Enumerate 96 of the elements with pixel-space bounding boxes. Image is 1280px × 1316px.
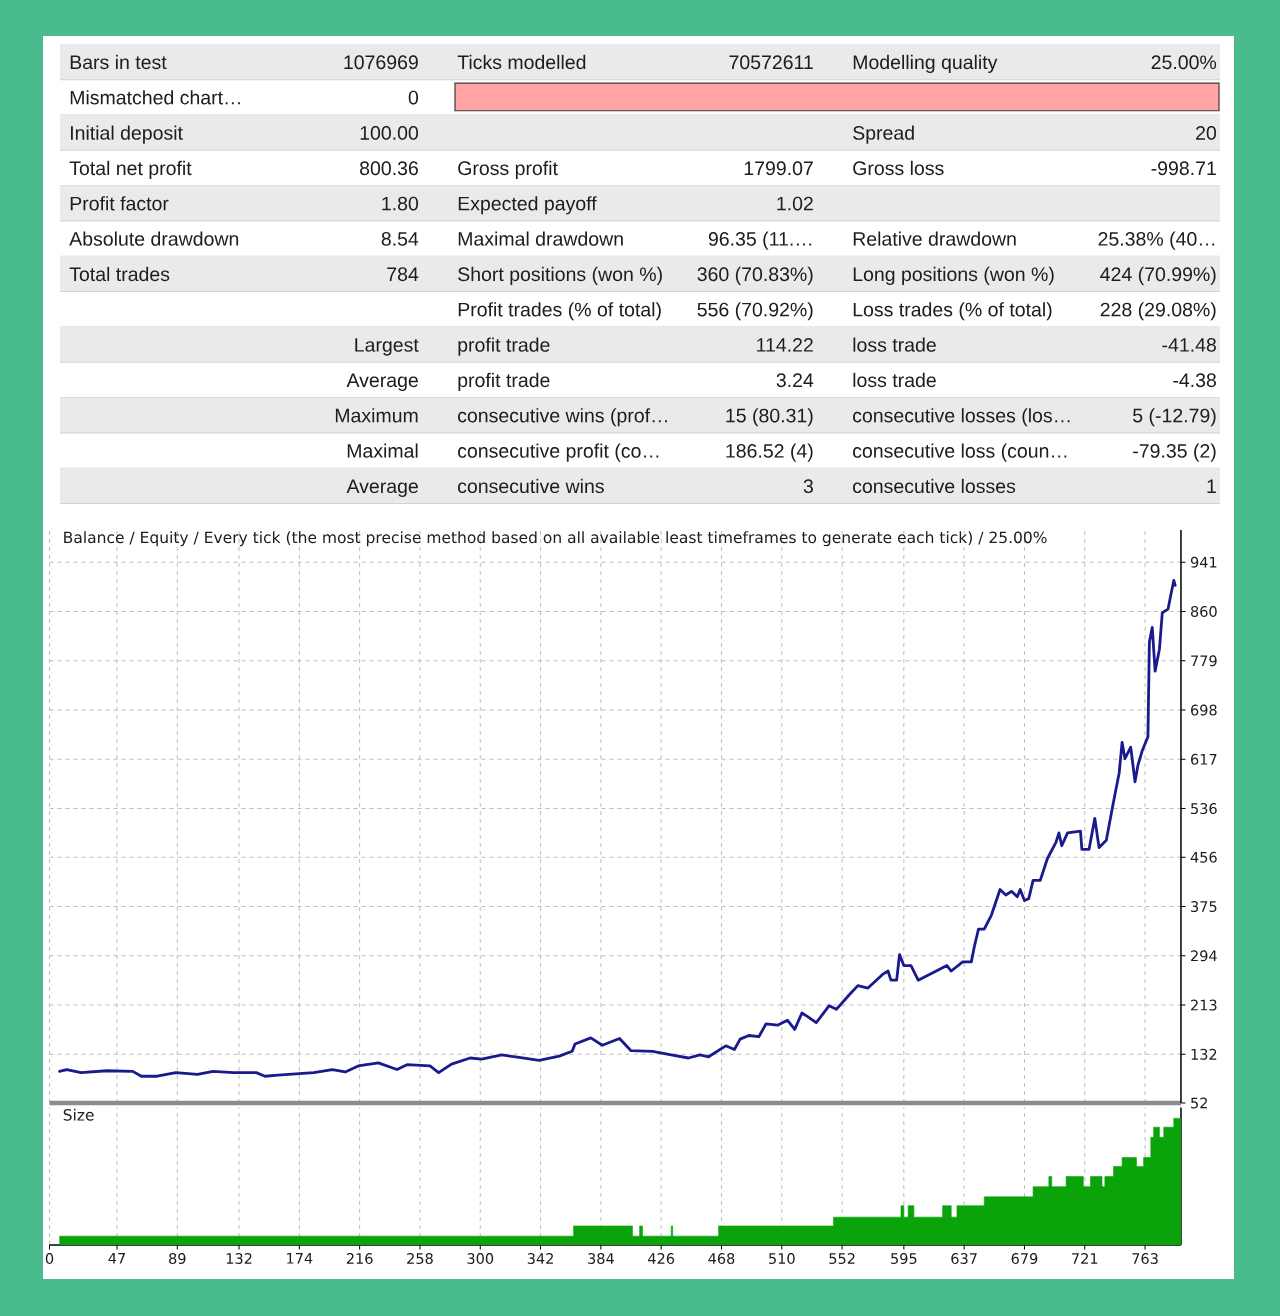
text: Profit trades (% of total) bbox=[458, 302, 661, 321]
text: 784 bbox=[387, 267, 419, 282]
text: loss trade bbox=[853, 337, 936, 352]
text: Average bbox=[346, 479, 418, 497]
y-tick-label: 779 bbox=[1191, 655, 1217, 667]
x-tick-label: 132 bbox=[226, 1253, 252, 1265]
text: consecutive loss (coun… bbox=[853, 443, 1067, 462]
x-tick-label: 384 bbox=[588, 1253, 614, 1265]
text: 100.00 bbox=[360, 126, 419, 140]
text: loss trade bbox=[853, 372, 936, 388]
text: 360 (70.83%) bbox=[697, 266, 813, 285]
text: Short positions (won %) bbox=[458, 266, 662, 285]
text: 25.38% (40… bbox=[1098, 231, 1215, 250]
x-tick-label: 552 bbox=[829, 1253, 855, 1265]
x-tick-label: 721 bbox=[1072, 1253, 1098, 1264]
text: consecutive wins (prof… bbox=[458, 408, 667, 427]
y-tick-label: 698 bbox=[1191, 704, 1217, 716]
y-tick-label: 294 bbox=[1191, 950, 1217, 962]
text: 70572611 bbox=[729, 55, 813, 70]
y-tick-label: 213 bbox=[1191, 999, 1217, 1011]
text: Gross loss bbox=[853, 160, 944, 176]
x-tick-label: 0 bbox=[45, 1253, 54, 1265]
x-tick-label: 47 bbox=[108, 1253, 125, 1264]
x-tick-label: 679 bbox=[1011, 1253, 1038, 1265]
text: Expected payoff bbox=[458, 196, 597, 215]
text: Modelling quality bbox=[853, 54, 998, 74]
text: consecutive losses (los… bbox=[853, 408, 1070, 427]
y-tick-label: 941 bbox=[1190, 556, 1217, 568]
text: 3.24 bbox=[776, 373, 814, 388]
x-tick-label: 258 bbox=[407, 1253, 433, 1265]
text: Largest bbox=[355, 338, 419, 356]
x-tick-label: 426 bbox=[648, 1253, 675, 1265]
text: profit trade bbox=[458, 372, 550, 391]
text: 228 (29.08%) bbox=[1100, 302, 1216, 321]
text: Total net profit bbox=[69, 160, 192, 180]
text: 556 (70.92%) bbox=[697, 302, 813, 321]
y-tick-label: 132 bbox=[1191, 1048, 1217, 1060]
text: consecutive wins bbox=[458, 478, 604, 494]
y-tick-label: 860 bbox=[1190, 606, 1217, 617]
x-tick-label: 637 bbox=[951, 1253, 977, 1265]
x-tick-label: 174 bbox=[287, 1253, 313, 1264]
text: Total trades bbox=[69, 266, 170, 282]
text: Loss trades (% of total) bbox=[853, 302, 1052, 321]
x-tick-label: 89 bbox=[169, 1253, 186, 1265]
text: Spread bbox=[853, 125, 914, 144]
text: Initial deposit bbox=[71, 125, 183, 144]
x-tick-label: 300 bbox=[467, 1253, 494, 1265]
x-tick-label: 342 bbox=[527, 1253, 553, 1265]
text: Maximum bbox=[335, 408, 418, 423]
text: -998.71 bbox=[1151, 161, 1216, 176]
text: 424 (70.99%) bbox=[1100, 266, 1216, 285]
text: Long positions (won %) bbox=[853, 266, 1054, 285]
y-tick-label: 456 bbox=[1190, 851, 1217, 863]
text: consecutive losses bbox=[853, 478, 1016, 494]
text: Average bbox=[346, 373, 418, 391]
chart-title: Balance / Equity / Every tick (the most precise method based on all available least timeframes to generate each tick) / 25.00% bbox=[64, 531, 1047, 547]
text: Absolute drawdown bbox=[69, 231, 239, 246]
text: Mismatched chart… bbox=[70, 90, 240, 105]
text: 1076969 bbox=[344, 55, 418, 70]
text: Ticks modelled bbox=[457, 54, 586, 70]
text: 186.52 (4) bbox=[726, 443, 813, 462]
text: 25.00% bbox=[1151, 55, 1217, 70]
text: 8.54 bbox=[381, 232, 419, 246]
y-tick-label: 52 bbox=[1191, 1097, 1207, 1109]
text: 5 (-12.79) bbox=[1133, 408, 1216, 427]
text: -4.38 bbox=[1173, 373, 1216, 388]
text: -41.48 bbox=[1162, 338, 1216, 352]
text: Profit factor bbox=[70, 196, 169, 211]
text: 1 bbox=[1207, 479, 1216, 493]
text: Maximal drawdown bbox=[458, 231, 623, 246]
text: Relative drawdown bbox=[853, 231, 1016, 246]
x-tick-label: 595 bbox=[891, 1253, 917, 1265]
text: 1.80 bbox=[382, 196, 419, 211]
text: Gross profit bbox=[458, 160, 558, 180]
y-tick-label: 375 bbox=[1191, 901, 1217, 913]
x-tick-label: 763 bbox=[1132, 1253, 1158, 1265]
text: 800.36 bbox=[360, 161, 418, 176]
text: 1.02 bbox=[777, 196, 813, 211]
text: profit trade bbox=[458, 337, 550, 356]
y-tick-label: 536 bbox=[1191, 803, 1217, 815]
text: 1799.07 bbox=[744, 161, 813, 176]
text: -79.35 (2) bbox=[1133, 443, 1216, 462]
text: 3 bbox=[803, 479, 813, 494]
text: Maximal bbox=[347, 443, 418, 458]
text: 0 bbox=[408, 90, 419, 105]
x-tick-label: 216 bbox=[346, 1253, 373, 1265]
text: 114.22 bbox=[757, 338, 813, 352]
text: consecutive profit (co… bbox=[458, 443, 659, 462]
text: 96.35 (11.… bbox=[708, 231, 812, 250]
chart-title: Size bbox=[63, 1108, 94, 1121]
y-tick-label: 617 bbox=[1191, 753, 1217, 765]
text: Bars in test bbox=[70, 54, 167, 70]
x-tick-label: 468 bbox=[708, 1253, 735, 1265]
text: 20 bbox=[1196, 126, 1217, 140]
text: 15 (80.31) bbox=[726, 408, 813, 427]
x-tick-label: 510 bbox=[769, 1253, 795, 1265]
